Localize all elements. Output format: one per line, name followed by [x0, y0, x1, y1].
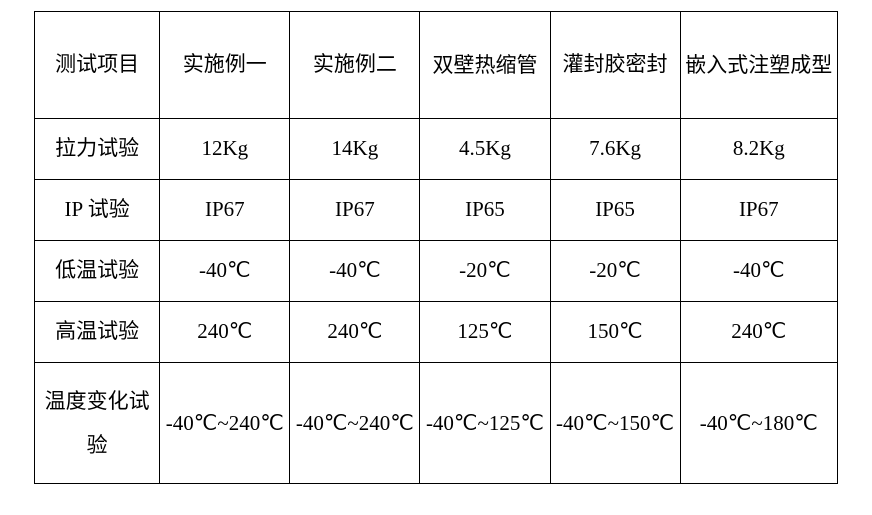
table-cell: 125℃ [420, 302, 550, 363]
table-cell: -40℃~240℃ [290, 363, 420, 484]
cell-value: IP65 [595, 197, 635, 221]
header-label: 实施例二 [313, 52, 397, 76]
cell-value: -40℃ [733, 258, 785, 282]
table-cell: -40℃ [290, 241, 420, 302]
cell-value: IP65 [465, 197, 505, 221]
cell-value: 12Kg [201, 136, 248, 160]
row-label-cell: 温度变化试验 [35, 363, 160, 484]
row-label: IP 试验 [65, 197, 130, 221]
header-label: 实施例一 [183, 52, 267, 76]
table-cell: -40℃~125℃ [420, 363, 550, 484]
cell-value: -40℃ [329, 258, 381, 282]
header-label: 双壁热缩管 [432, 53, 537, 77]
table-cell: IP65 [420, 180, 550, 241]
table-cell: -20℃ [550, 241, 680, 302]
cell-value: IP67 [335, 197, 375, 221]
table-cell: 240℃ [290, 302, 420, 363]
cell-value: 125℃ [457, 319, 512, 343]
header-label: 测试项目 [55, 52, 139, 76]
cell-value: -40℃ [199, 258, 251, 282]
table-row: 拉力试验 12Kg 14Kg 4.5Kg 7.6Kg 8.2Kg [35, 119, 838, 180]
table-row: 温度变化试验 -40℃~240℃ -40℃~240℃ -40℃~125℃ -40… [35, 363, 838, 484]
cell-value: -20℃ [589, 258, 641, 282]
cell-value: -40℃~240℃ [166, 411, 284, 435]
cell-value: -20℃ [459, 258, 511, 282]
table-cell: 14Kg [290, 119, 420, 180]
table-cell: -40℃ [160, 241, 290, 302]
row-label: 低温试验 [55, 258, 139, 282]
row-label: 高温试验 [55, 319, 139, 343]
cell-value: 150℃ [587, 319, 642, 343]
table-cell: 4.5Kg [420, 119, 550, 180]
table-cell: 240℃ [160, 302, 290, 363]
table-cell: IP67 [290, 180, 420, 241]
table-row: 低温试验 -40℃ -40℃ -20℃ -20℃ -40℃ [35, 241, 838, 302]
table-cell: -40℃~240℃ [160, 363, 290, 484]
cell-value: 8.2Kg [733, 136, 785, 160]
header-label: 嵌入式注塑成型 [685, 53, 832, 77]
row-label-cell: 低温试验 [35, 241, 160, 302]
column-header: 嵌入式注塑成型 [680, 12, 837, 119]
row-label: 温度变化试验 [45, 389, 150, 457]
cell-value: IP67 [739, 197, 779, 221]
cell-value: 14Kg [332, 136, 379, 160]
cell-value: 7.6Kg [589, 136, 641, 160]
cell-value: 240℃ [731, 319, 786, 343]
column-header: 实施例一 [160, 12, 290, 119]
comparison-table: 测试项目 实施例一 实施例二 双壁热缩管 灌封胶密封 嵌入式注塑成型 拉力试验 … [34, 11, 838, 484]
cell-value: 240℃ [327, 319, 382, 343]
column-header: 双壁热缩管 [420, 12, 550, 119]
table-cell: 150℃ [550, 302, 680, 363]
table-cell: -40℃~150℃ [550, 363, 680, 484]
table-cell: -20℃ [420, 241, 550, 302]
table-cell: IP67 [680, 180, 837, 241]
column-header: 测试项目 [35, 12, 160, 119]
table-cell: 7.6Kg [550, 119, 680, 180]
table-row: IP 试验 IP67 IP67 IP65 IP65 IP67 [35, 180, 838, 241]
row-label: 拉力试验 [55, 136, 139, 160]
table-cell: IP65 [550, 180, 680, 241]
cell-value: -40℃~150℃ [556, 411, 674, 435]
column-header: 实施例二 [290, 12, 420, 119]
table-cell: -40℃ [680, 241, 837, 302]
cell-value: -40℃~125℃ [426, 411, 544, 435]
cell-value: IP67 [205, 197, 245, 221]
column-header: 灌封胶密封 [550, 12, 680, 119]
cell-value: -40℃~180℃ [700, 411, 818, 435]
table-cell: -40℃~180℃ [680, 363, 837, 484]
table-header-row: 测试项目 实施例一 实施例二 双壁热缩管 灌封胶密封 嵌入式注塑成型 [35, 12, 838, 119]
row-label-cell: 拉力试验 [35, 119, 160, 180]
table-cell: 12Kg [160, 119, 290, 180]
table-cell: 240℃ [680, 302, 837, 363]
row-label-cell: 高温试验 [35, 302, 160, 363]
row-label-cell: IP 试验 [35, 180, 160, 241]
table-row: 高温试验 240℃ 240℃ 125℃ 150℃ 240℃ [35, 302, 838, 363]
table-cell: 8.2Kg [680, 119, 837, 180]
cell-value: -40℃~240℃ [296, 411, 414, 435]
table-cell: IP67 [160, 180, 290, 241]
cell-value: 4.5Kg [459, 136, 511, 160]
header-label: 灌封胶密封 [563, 52, 668, 76]
cell-value: 240℃ [197, 319, 252, 343]
